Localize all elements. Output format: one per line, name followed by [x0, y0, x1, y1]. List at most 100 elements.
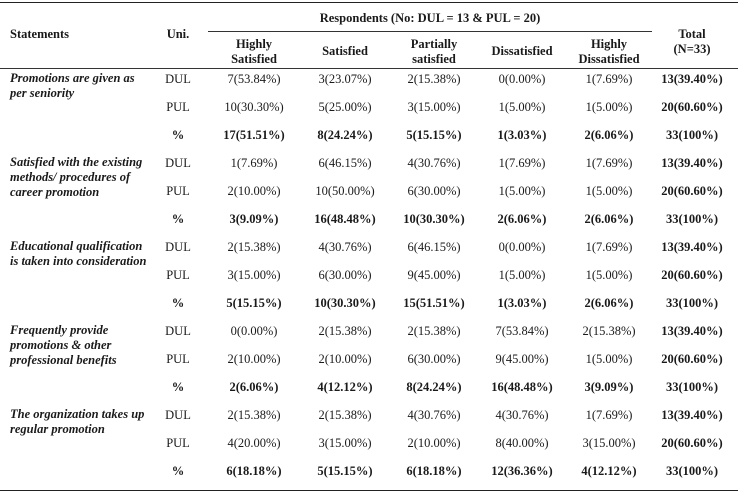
value-cell: 3(9.09%)	[229, 212, 279, 226]
value-cell: 6(30.00%)	[407, 184, 461, 198]
value-cell: 16(48.48%)	[314, 212, 376, 226]
value-cell: 1(5.00%)	[585, 184, 633, 198]
header-partially-satisfied: Partially satisfied	[410, 37, 458, 66]
value-cell: 3(15.00%)	[318, 436, 372, 450]
value-cell: 13(39.40%)	[661, 324, 723, 338]
header-respondents: Respondents (No: DUL = 13 & PUL = 20)	[319, 11, 541, 25]
statement-1: Promotions are given as per seniority	[10, 71, 135, 100]
value-cell: 10(30.30%)	[403, 212, 465, 226]
value-cell: 17(51.51%)	[223, 128, 285, 142]
uni-cell: PUL	[166, 436, 190, 450]
value-cell: 33(100%)	[665, 464, 719, 478]
header-satisfied: Satisfied	[322, 44, 368, 58]
value-cell: 2(10.00%)	[227, 184, 281, 198]
value-cell: 20(60.60%)	[661, 436, 723, 450]
value-cell: 2(15.38%)	[582, 324, 636, 338]
value-cell: 6(30.00%)	[407, 352, 461, 366]
value-cell: 2(6.06%)	[584, 128, 634, 142]
uni-cell: DUL	[165, 240, 191, 254]
value-cell: 5(25.00%)	[318, 100, 372, 114]
value-cell: 1(7.69%)	[498, 156, 546, 170]
value-cell: 2(10.00%)	[227, 352, 281, 366]
value-cell: 2(6.06%)	[584, 212, 634, 226]
value-cell: 6(18.18%)	[406, 464, 462, 478]
value-cell: 4(30.76%)	[318, 240, 372, 254]
value-cell: 1(7.69%)	[230, 156, 278, 170]
uni-cell: PUL	[166, 268, 190, 282]
value-cell: 1(5.00%)	[498, 268, 546, 282]
value-cell: 2(15.38%)	[318, 324, 372, 338]
value-cell: 1(5.00%)	[498, 100, 546, 114]
value-cell: 13(39.40%)	[661, 72, 723, 86]
value-cell: 2(15.38%)	[227, 240, 281, 254]
value-cell: 13(39.40%)	[661, 240, 723, 254]
value-cell: 8(40.00%)	[495, 436, 549, 450]
value-cell: 13(39.40%)	[661, 408, 723, 422]
value-cell: 13(39.40%)	[661, 156, 723, 170]
value-cell: 0(0.00%)	[230, 324, 278, 338]
value-cell: 1(3.03%)	[497, 296, 547, 310]
value-cell: 5(15.15%)	[226, 296, 282, 310]
value-cell: 1(5.00%)	[585, 100, 633, 114]
value-cell: 6(30.00%)	[318, 268, 372, 282]
value-cell: 9(45.00%)	[495, 352, 549, 366]
value-cell: 20(60.60%)	[661, 352, 723, 366]
value-cell: 3(15.00%)	[407, 100, 461, 114]
uni-cell: %	[171, 296, 185, 310]
value-cell: 12(36.36%)	[491, 464, 553, 478]
header-uni: Uni.	[166, 27, 190, 41]
statement-3: Educational qualification is taken into …	[10, 239, 147, 268]
statement-2: Satisfied with the existing methods/ pro…	[10, 155, 143, 199]
value-cell: 1(5.00%)	[498, 184, 546, 198]
value-cell: 15(51.51%)	[403, 296, 465, 310]
uni-cell: PUL	[166, 352, 190, 366]
value-cell: 33(100%)	[665, 212, 719, 226]
value-cell: 2(10.00%)	[407, 436, 461, 450]
value-cell: 4(12.12%)	[317, 380, 373, 394]
value-cell: 6(18.18%)	[226, 464, 282, 478]
value-cell: 1(7.69%)	[585, 240, 633, 254]
value-cell: 9(45.00%)	[407, 268, 461, 282]
value-cell: 1(5.00%)	[585, 268, 633, 282]
uni-cell: %	[171, 128, 185, 142]
header-rule	[0, 68, 738, 69]
value-cell: 33(100%)	[665, 296, 719, 310]
value-cell: 1(7.69%)	[585, 72, 633, 86]
value-cell: 20(60.60%)	[661, 268, 723, 282]
uni-cell: %	[171, 464, 185, 478]
value-cell: 10(50.00%)	[315, 184, 375, 198]
value-cell: 16(48.48%)	[491, 380, 553, 394]
header-dissatisfied: Dissatisfied	[491, 44, 553, 58]
value-cell: 4(20.00%)	[227, 436, 281, 450]
value-cell: 4(12.12%)	[581, 464, 637, 478]
value-cell: 5(15.15%)	[406, 128, 462, 142]
value-cell: 3(15.00%)	[227, 268, 281, 282]
uni-cell: PUL	[166, 100, 190, 114]
value-cell: 8(24.24%)	[406, 380, 462, 394]
value-cell: 2(15.38%)	[227, 408, 281, 422]
value-cell: 7(53.84%)	[227, 72, 281, 86]
value-cell: 2(15.38%)	[318, 408, 372, 422]
value-cell: 2(15.38%)	[407, 324, 461, 338]
bottom-rule	[0, 490, 738, 491]
uni-cell: DUL	[165, 72, 191, 86]
value-cell: 6(46.15%)	[318, 156, 372, 170]
header-highly-dissatisfied: Highly Dissatisfied	[578, 37, 640, 66]
value-cell: 4(30.76%)	[407, 156, 461, 170]
value-cell: 2(6.06%)	[584, 296, 634, 310]
value-cell: 2(6.06%)	[497, 212, 547, 226]
value-cell: 1(7.69%)	[585, 156, 633, 170]
value-cell: 1(5.00%)	[585, 352, 633, 366]
value-cell: 1(3.03%)	[497, 128, 547, 142]
uni-cell: PUL	[166, 184, 190, 198]
uni-cell: %	[171, 212, 185, 226]
value-cell: 4(30.76%)	[407, 408, 461, 422]
uni-cell: DUL	[165, 408, 191, 422]
value-cell: 33(100%)	[665, 380, 719, 394]
value-cell: 0(0.00%)	[498, 72, 546, 86]
header-statements: Statements	[10, 27, 70, 41]
statement-4: Frequently provide promotions & other pr…	[10, 323, 117, 367]
respondents-underline	[208, 31, 652, 32]
value-cell: 4(30.76%)	[495, 408, 549, 422]
value-cell: 7(53.84%)	[495, 324, 549, 338]
